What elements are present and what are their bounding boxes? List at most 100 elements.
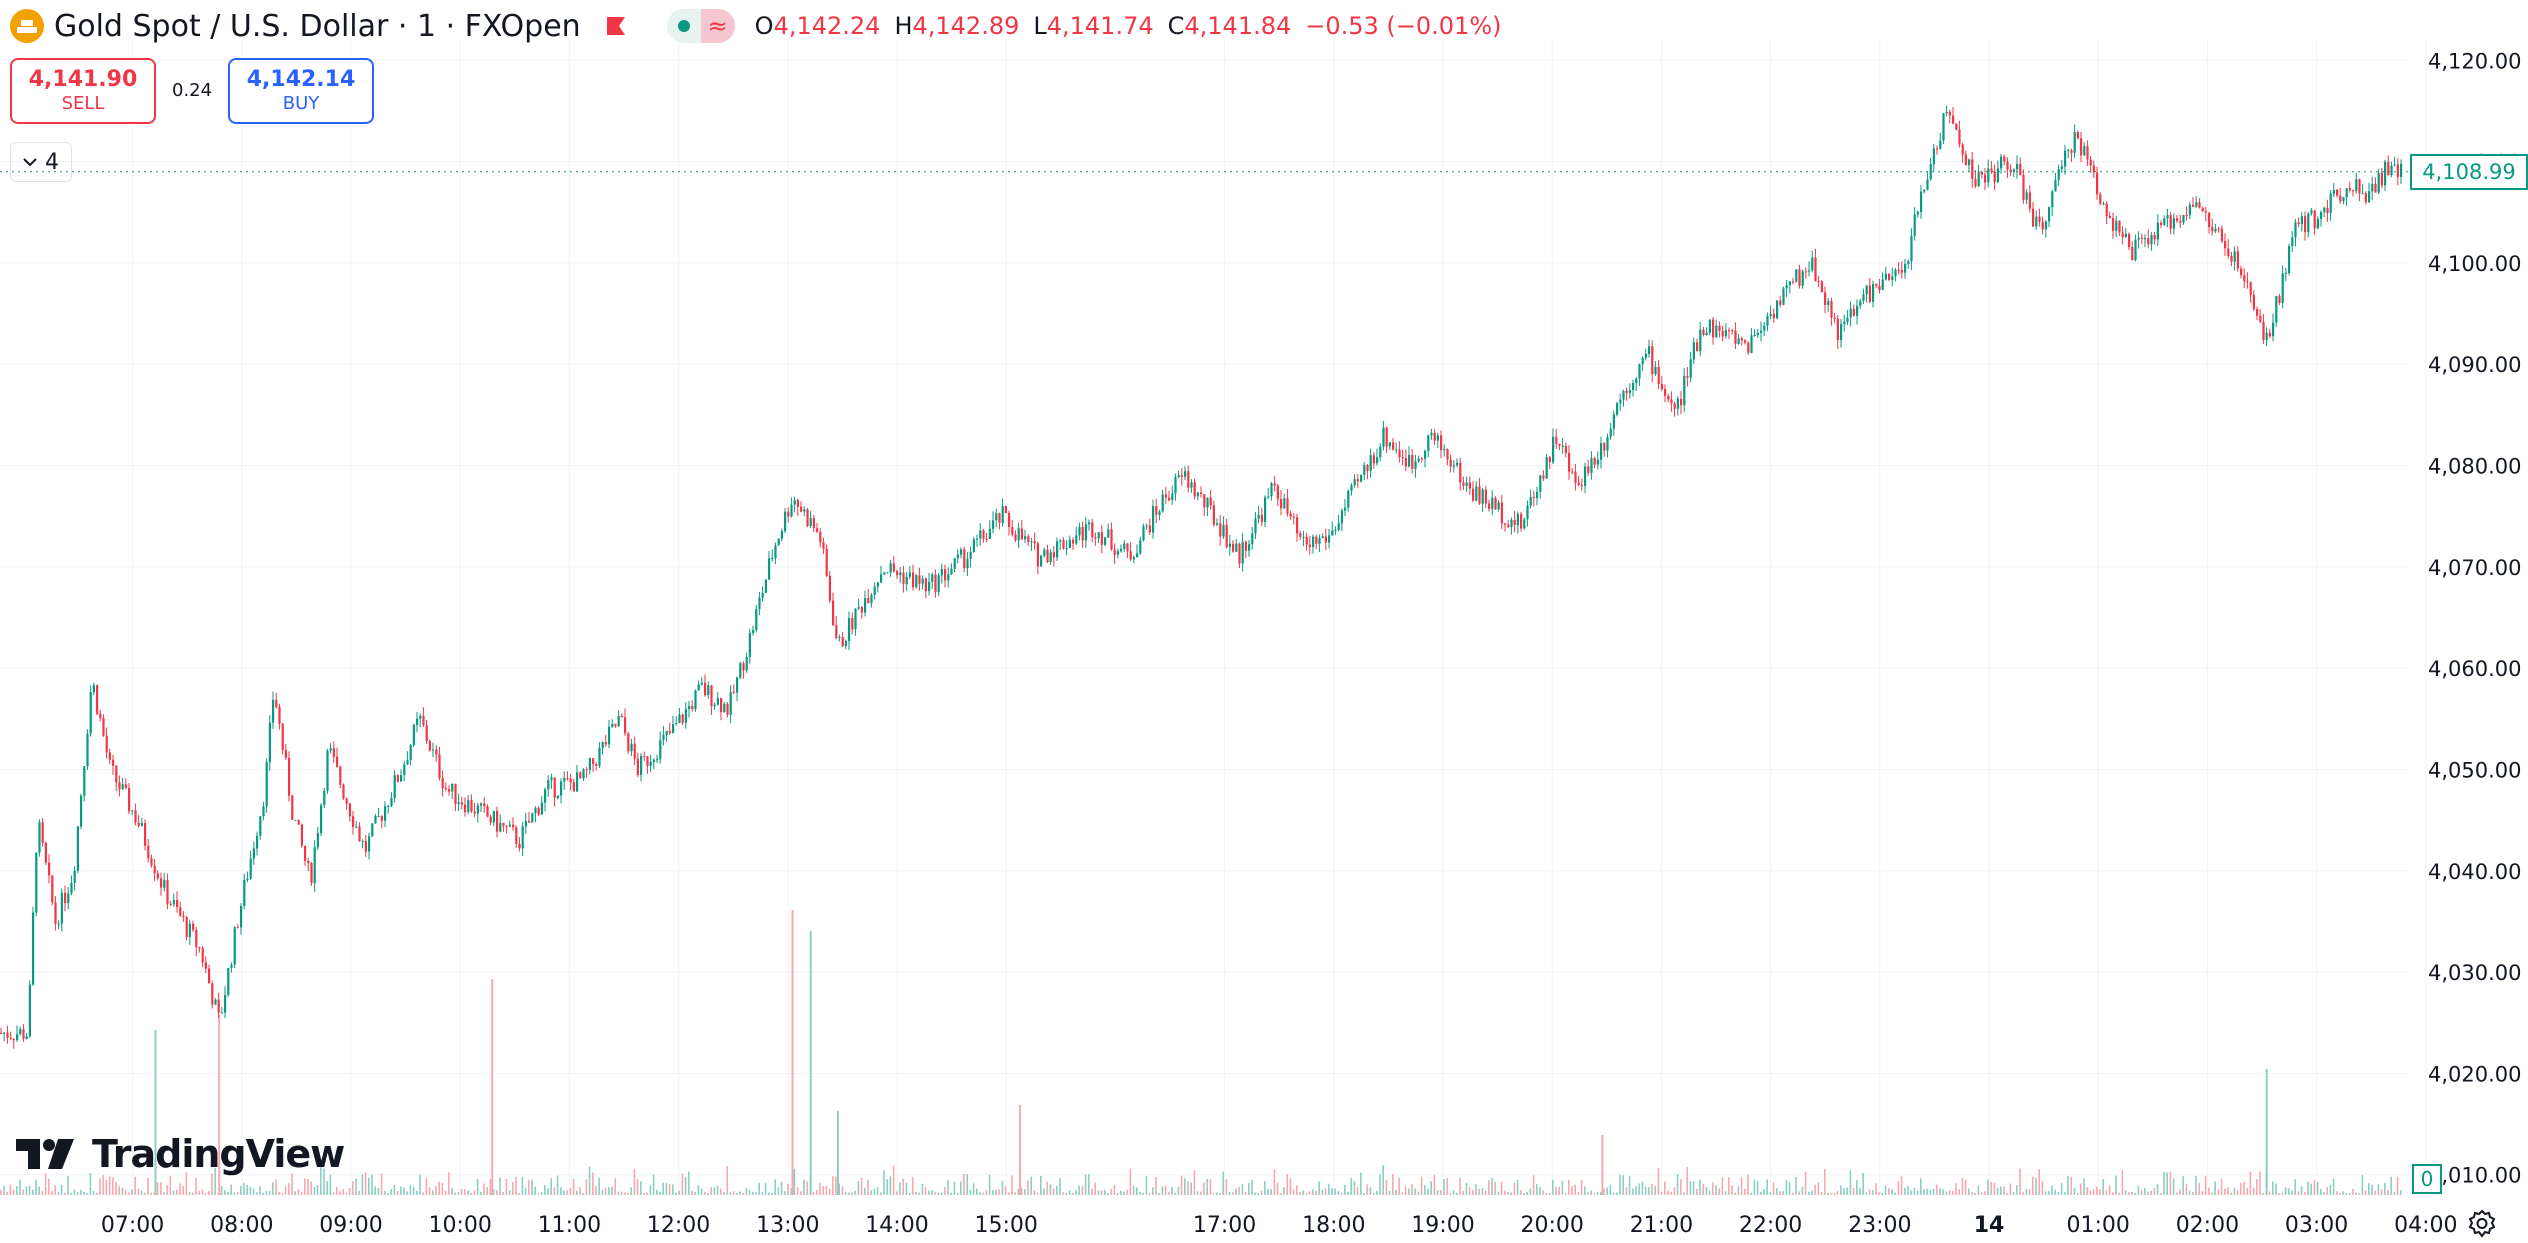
candle-body xyxy=(2201,207,2204,212)
candle-body xyxy=(1404,457,1407,467)
candle-body xyxy=(1945,111,1948,114)
candle-body xyxy=(1225,524,1228,547)
candle-body xyxy=(41,822,44,843)
indicators-toggle-button[interactable]: 4 xyxy=(10,142,72,182)
sell-button[interactable]: 4,141.90 SELL xyxy=(10,58,156,124)
candle-body xyxy=(390,797,393,806)
candle-body xyxy=(1600,443,1603,460)
volume-bar xyxy=(1337,1191,1340,1195)
volume-bar xyxy=(1046,1181,1048,1195)
volume-bar xyxy=(320,1166,322,1195)
candle-body xyxy=(1446,449,1449,460)
volume-bar xyxy=(1513,1182,1516,1195)
volume-bar xyxy=(1248,1183,1250,1195)
candle-body xyxy=(2086,146,2089,160)
candle-body xyxy=(1756,332,1759,336)
candle-body xyxy=(1664,389,1667,396)
candle-body xyxy=(1305,536,1308,545)
volume-bar xyxy=(1820,1191,1823,1195)
volume-bar xyxy=(838,1183,840,1195)
volume-bar xyxy=(1308,1191,1311,1195)
volume-bar xyxy=(960,1181,962,1195)
candle-body xyxy=(1324,536,1327,543)
candle-body xyxy=(2137,237,2140,240)
volume-bar xyxy=(99,1178,101,1195)
candle-body xyxy=(1366,464,1369,471)
settings-gear-icon[interactable] xyxy=(2466,1208,2498,1240)
volume-bar xyxy=(1929,1189,1932,1195)
candle-body xyxy=(1100,532,1103,545)
candle-body xyxy=(2028,192,2031,209)
volume-spike-bar xyxy=(2265,1069,2268,1195)
volume-bar xyxy=(256,1192,258,1195)
volume-bar xyxy=(2384,1183,2386,1195)
volume-bar xyxy=(1689,1181,1692,1195)
volume-bar xyxy=(748,1189,751,1195)
volume-bar xyxy=(268,1190,271,1195)
volume-bar xyxy=(2201,1191,2204,1195)
candle-body xyxy=(1673,403,1676,409)
buy-button[interactable]: 4,142.14 BUY xyxy=(228,58,374,124)
candle-body xyxy=(1971,159,1974,179)
volume-bar xyxy=(2380,1189,2383,1195)
volume-bar xyxy=(1302,1190,1304,1195)
volume-bar xyxy=(1174,1192,1176,1195)
volume-bar xyxy=(1193,1170,1196,1195)
volume-bar xyxy=(1164,1185,1167,1195)
candle-body xyxy=(681,714,684,723)
ohlc-open-key: O xyxy=(754,12,774,40)
volume-bar xyxy=(1596,1192,1599,1195)
candle-body xyxy=(1865,285,1868,295)
volume-bar xyxy=(2246,1188,2248,1195)
volume-bar xyxy=(1932,1189,1935,1195)
candle-body xyxy=(313,847,316,884)
symbol-title[interactable]: Gold Spot / U.S. Dollar · 1 · FXOpen xyxy=(54,8,581,44)
candle-body xyxy=(188,923,191,937)
volume-bar xyxy=(889,1176,892,1195)
candle-body xyxy=(627,733,630,752)
volume-bar xyxy=(2230,1192,2232,1195)
volume-bar xyxy=(1987,1179,1989,1195)
volume-bar xyxy=(2291,1190,2293,1195)
candle-body xyxy=(1948,111,1951,116)
volume-bar xyxy=(393,1184,396,1195)
volume-bar xyxy=(537,1192,540,1195)
candle-body xyxy=(582,769,585,779)
volume-bar xyxy=(2083,1178,2085,1195)
volume-bar xyxy=(278,1191,280,1195)
volume-bar xyxy=(1744,1188,1746,1195)
candle-body xyxy=(1852,308,1855,316)
volume-bar xyxy=(2236,1190,2239,1195)
volume-bar xyxy=(710,1187,712,1195)
volume-bar xyxy=(1504,1190,1506,1195)
candle-body xyxy=(1683,375,1686,406)
tradingview-logo[interactable]: TradingView xyxy=(16,1132,345,1176)
volume-bar xyxy=(1817,1182,1820,1195)
flag-icon[interactable] xyxy=(605,15,627,37)
volume-bar xyxy=(1564,1192,1567,1195)
candle-body xyxy=(1302,536,1305,538)
candle-body xyxy=(1059,540,1062,542)
volume-bar xyxy=(2224,1188,2226,1195)
volume-bar xyxy=(1366,1184,1368,1195)
candle-body xyxy=(908,572,911,577)
volume-bar xyxy=(2352,1188,2354,1195)
tradingview-logo-text: TradingView xyxy=(92,1132,345,1176)
candle-body xyxy=(880,574,883,583)
volume-bar xyxy=(1900,1175,1903,1195)
volume-bar xyxy=(1123,1191,1125,1195)
candle-body xyxy=(2227,248,2230,256)
volume-bar xyxy=(2313,1179,2316,1195)
volume-bar xyxy=(1635,1186,1637,1195)
volume-bar xyxy=(716,1185,719,1195)
candle-body xyxy=(44,842,47,863)
volume-bar xyxy=(873,1188,876,1195)
volume-bar xyxy=(2035,1177,2037,1195)
volume-bar xyxy=(2140,1189,2143,1195)
candle-body xyxy=(236,927,239,929)
market-status-pill[interactable]: ≈ xyxy=(666,9,735,43)
volume-bar xyxy=(3,1185,5,1195)
volume-bar xyxy=(1104,1189,1106,1195)
candle-body xyxy=(841,637,844,647)
